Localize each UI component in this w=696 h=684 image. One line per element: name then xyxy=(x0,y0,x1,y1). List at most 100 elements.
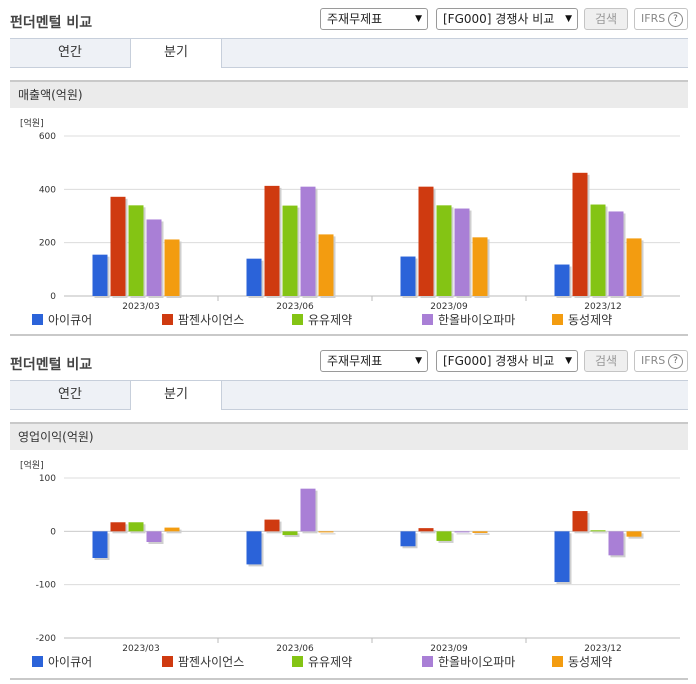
bar[interactable] xyxy=(472,237,488,296)
bar[interactable] xyxy=(282,531,298,536)
legend-swatch xyxy=(292,314,303,325)
legend-item[interactable]: 팜젠사이언스 xyxy=(162,655,244,669)
bar[interactable] xyxy=(246,258,262,296)
legend-swatch xyxy=(292,656,303,667)
legend-label: 동성제약 xyxy=(568,655,613,669)
bar[interactable] xyxy=(318,234,334,296)
ifrs-button[interactable]: IFRS ? xyxy=(634,350,688,372)
metric-title: 영업이익(억원) xyxy=(10,422,688,450)
bar-shadow xyxy=(592,532,608,534)
legend-swatch xyxy=(422,314,433,325)
search-button[interactable]: 검색 xyxy=(584,8,628,30)
bar[interactable] xyxy=(554,531,570,582)
bar[interactable] xyxy=(554,264,570,296)
statement-select-value: 주재무제표 xyxy=(327,12,383,26)
tab-quarterly[interactable]: 분기 xyxy=(130,38,222,68)
chevron-down-icon: ▼ xyxy=(415,14,422,24)
legend-item[interactable]: 한올바이오파마 xyxy=(422,655,515,669)
legend-label: 아이큐어 xyxy=(48,313,93,327)
panel-title: 펀더멘털 비교 xyxy=(10,357,93,373)
bar[interactable] xyxy=(128,205,144,296)
bar[interactable] xyxy=(92,254,108,296)
peer-select-value: [FG000] 경쟁사 비교 xyxy=(443,354,555,368)
bar[interactable] xyxy=(246,531,262,565)
legend-item[interactable]: 아이큐어 xyxy=(32,313,92,327)
bar-shadow xyxy=(456,533,472,535)
bar[interactable] xyxy=(472,531,488,533)
legend-item[interactable]: 동성제약 xyxy=(552,313,612,327)
bar[interactable] xyxy=(92,531,108,558)
bar[interactable] xyxy=(590,530,606,532)
legend-item[interactable]: 유유제약 xyxy=(292,313,352,327)
panel-header: 펀더멘털 비교 주재무제표 ▼ [FG000] 경쟁사 비교 ▼ 검색 IFRS… xyxy=(0,0,696,34)
legend-item[interactable]: 한올바이오파마 xyxy=(422,313,515,327)
legend-swatch xyxy=(32,314,43,325)
bar[interactable] xyxy=(418,186,434,296)
fundamental-panel-operating-profit: 펀더멘털 비교 주재무제표 ▼ [FG000] 경쟁사 비교 ▼ 검색 IFRS… xyxy=(0,342,696,684)
panel-header: 펀더멘털 비교 주재무제표 ▼ [FG000] 경쟁사 비교 ▼ 검색 IFRS… xyxy=(0,342,696,376)
bar[interactable] xyxy=(608,211,624,296)
peer-select[interactable]: [FG000] 경쟁사 비교 ▼ xyxy=(436,8,578,30)
bar[interactable] xyxy=(110,196,126,296)
bar[interactable] xyxy=(572,511,588,532)
bar[interactable] xyxy=(400,256,416,296)
bar[interactable] xyxy=(318,531,334,533)
legend-item[interactable]: 팜젠사이언스 xyxy=(162,313,244,327)
fundamental-panel-revenue: 펀더멘털 비교 주재무제표 ▼ [FG000] 경쟁사 비교 ▼ 검색 IFRS… xyxy=(0,0,696,336)
bar[interactable] xyxy=(264,519,280,532)
bar[interactable] xyxy=(264,185,280,296)
bar[interactable] xyxy=(418,528,434,532)
legend-item[interactable]: 아이큐어 xyxy=(32,655,92,669)
legend-label: 아이큐어 xyxy=(48,655,93,669)
bar[interactable] xyxy=(590,204,606,296)
search-button[interactable]: 검색 xyxy=(584,350,628,372)
statement-select[interactable]: 주재무제표 ▼ xyxy=(320,8,428,30)
tab-annual[interactable]: 연간 xyxy=(58,45,82,60)
legend-item[interactable]: 동성제약 xyxy=(552,655,612,669)
ifrs-label: IFRS xyxy=(641,354,666,367)
y-axis-label: [억원] xyxy=(20,459,44,471)
bar[interactable] xyxy=(146,531,162,542)
legend-label: 동성제약 xyxy=(568,313,613,327)
y-tick-label: 200 xyxy=(39,239,56,249)
tab-quarterly[interactable]: 분기 xyxy=(130,380,222,410)
bar[interactable] xyxy=(110,522,126,532)
bar[interactable] xyxy=(164,527,180,532)
bar[interactable] xyxy=(436,205,452,296)
bar[interactable] xyxy=(282,205,298,296)
y-tick-label: 400 xyxy=(39,185,56,195)
bar[interactable] xyxy=(436,531,452,541)
legend-swatch xyxy=(422,656,433,667)
bar[interactable] xyxy=(626,238,642,296)
chart-legend: 아이큐어 팜젠사이언스 유유제약 한올바이오파마 동성제약 xyxy=(0,655,696,671)
bar-shadow xyxy=(284,533,300,538)
tab-annual[interactable]: 연간 xyxy=(58,387,82,402)
help-icon[interactable]: ? xyxy=(668,354,683,369)
help-icon[interactable]: ? xyxy=(668,12,683,27)
bar[interactable] xyxy=(128,522,144,532)
ifrs-button[interactable]: IFRS ? xyxy=(634,8,688,30)
bar[interactable] xyxy=(608,531,624,556)
peer-select[interactable]: [FG000] 경쟁사 비교 ▼ xyxy=(436,350,578,372)
bar[interactable] xyxy=(164,239,180,296)
bar-shadow xyxy=(166,529,182,534)
x-tick-label: 2023/03 xyxy=(122,302,159,312)
y-tick-label: 0 xyxy=(50,527,56,537)
bar[interactable] xyxy=(626,531,642,537)
legend-label: 팜젠사이언스 xyxy=(178,655,245,669)
statement-select[interactable]: 주재무제표 ▼ xyxy=(320,350,428,372)
y-axis-label: [억원] xyxy=(20,117,44,129)
divider xyxy=(10,678,688,680)
bar[interactable] xyxy=(300,488,316,532)
chevron-down-icon: ▼ xyxy=(415,356,422,366)
legend-swatch xyxy=(552,656,563,667)
bar[interactable] xyxy=(454,208,470,296)
bar[interactable] xyxy=(400,531,416,547)
x-tick-label: 2023/06 xyxy=(276,644,314,654)
bar[interactable] xyxy=(572,172,588,296)
bar[interactable] xyxy=(300,186,316,296)
y-tick-label: 0 xyxy=(50,292,56,302)
bar[interactable] xyxy=(454,531,470,533)
legend-item[interactable]: 유유제약 xyxy=(292,655,352,669)
bar[interactable] xyxy=(146,219,162,296)
